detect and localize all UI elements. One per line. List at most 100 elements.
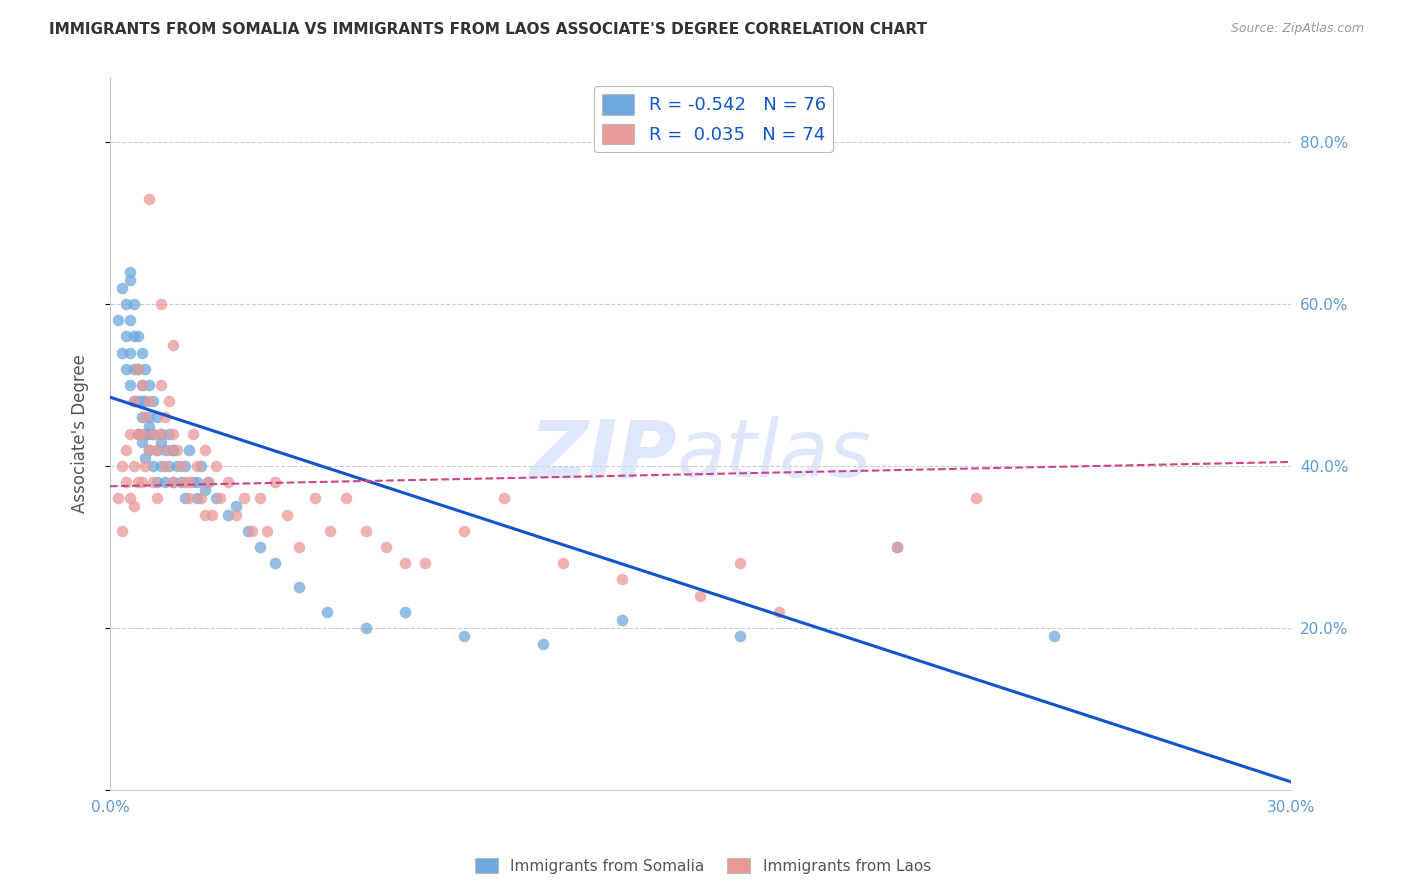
Point (304, 491, 326, 506)
Point (886, 540, 908, 554)
Point (127, 329, 149, 343)
Point (153, 475, 176, 490)
Point (111, 524, 134, 538)
Point (114, 362, 136, 376)
Point (177, 491, 200, 506)
Point (131, 434, 153, 449)
Point (134, 458, 156, 473)
Point (965, 491, 987, 506)
Point (374, 540, 396, 554)
Point (111, 281, 134, 295)
Point (114, 442, 136, 457)
Point (134, 362, 156, 376)
Point (127, 394, 149, 409)
Point (150, 378, 173, 392)
Point (354, 524, 377, 538)
Point (138, 394, 160, 409)
Point (138, 426, 160, 441)
Point (142, 426, 165, 441)
Point (240, 524, 263, 538)
Point (138, 192, 160, 206)
Point (118, 491, 141, 506)
Point (201, 508, 224, 522)
Point (170, 475, 193, 490)
Point (205, 458, 228, 473)
Point (886, 540, 908, 554)
Point (225, 508, 247, 522)
Point (114, 297, 136, 311)
Point (492, 491, 515, 506)
Point (276, 508, 298, 522)
Point (264, 556, 287, 570)
Point (146, 442, 169, 457)
Point (153, 458, 176, 473)
Point (118, 345, 141, 359)
Point (249, 540, 271, 554)
Point (138, 418, 160, 433)
Text: IMMIGRANTS FROM SOMALIA VS IMMIGRANTS FROM LAOS ASSOCIATE'S DEGREE CORRELATION C: IMMIGRANTS FROM SOMALIA VS IMMIGRANTS FR… (49, 22, 927, 37)
Point (150, 426, 173, 441)
Point (190, 458, 212, 473)
Point (197, 475, 219, 490)
Text: ZIP: ZIP (529, 416, 676, 494)
Point (193, 508, 215, 522)
Point (256, 524, 278, 538)
Point (127, 362, 149, 376)
Point (197, 475, 219, 490)
Point (122, 394, 145, 409)
Point (131, 378, 153, 392)
Point (768, 605, 790, 619)
Point (146, 491, 169, 506)
Point (118, 273, 141, 287)
Point (162, 475, 184, 490)
Point (319, 524, 342, 538)
Point (610, 613, 633, 627)
Point (162, 442, 184, 457)
Point (288, 581, 311, 595)
Point (138, 378, 160, 392)
Point (193, 442, 215, 457)
Legend: Immigrants from Somalia, Immigrants from Laos: Immigrants from Somalia, Immigrants from… (470, 852, 936, 880)
Point (122, 297, 145, 311)
Text: atlas: atlas (676, 416, 872, 494)
Point (551, 556, 574, 570)
Point (162, 475, 184, 490)
Point (166, 458, 188, 473)
Point (107, 491, 129, 506)
Point (146, 442, 169, 457)
Point (150, 434, 173, 449)
Point (131, 475, 153, 490)
Point (193, 483, 215, 498)
Point (453, 629, 475, 643)
Point (217, 475, 239, 490)
Point (453, 524, 475, 538)
Point (264, 475, 287, 490)
Point (131, 426, 153, 441)
Point (162, 442, 184, 457)
Point (1043, 629, 1066, 643)
Point (118, 378, 141, 392)
Point (146, 410, 169, 425)
Point (177, 442, 200, 457)
Point (288, 540, 311, 554)
Point (138, 410, 160, 425)
Point (689, 589, 711, 603)
Point (114, 475, 136, 490)
Point (114, 329, 136, 343)
Point (131, 394, 153, 409)
Point (138, 442, 160, 457)
Point (134, 394, 156, 409)
Point (728, 629, 751, 643)
Point (142, 426, 165, 441)
Point (173, 491, 195, 506)
Point (142, 394, 165, 409)
Point (186, 458, 208, 473)
Point (111, 345, 134, 359)
Point (610, 573, 633, 587)
Point (232, 491, 254, 506)
Point (170, 458, 193, 473)
Y-axis label: Associate's Degree: Associate's Degree (72, 354, 89, 513)
Point (142, 458, 165, 473)
Point (153, 410, 176, 425)
Point (127, 426, 149, 441)
